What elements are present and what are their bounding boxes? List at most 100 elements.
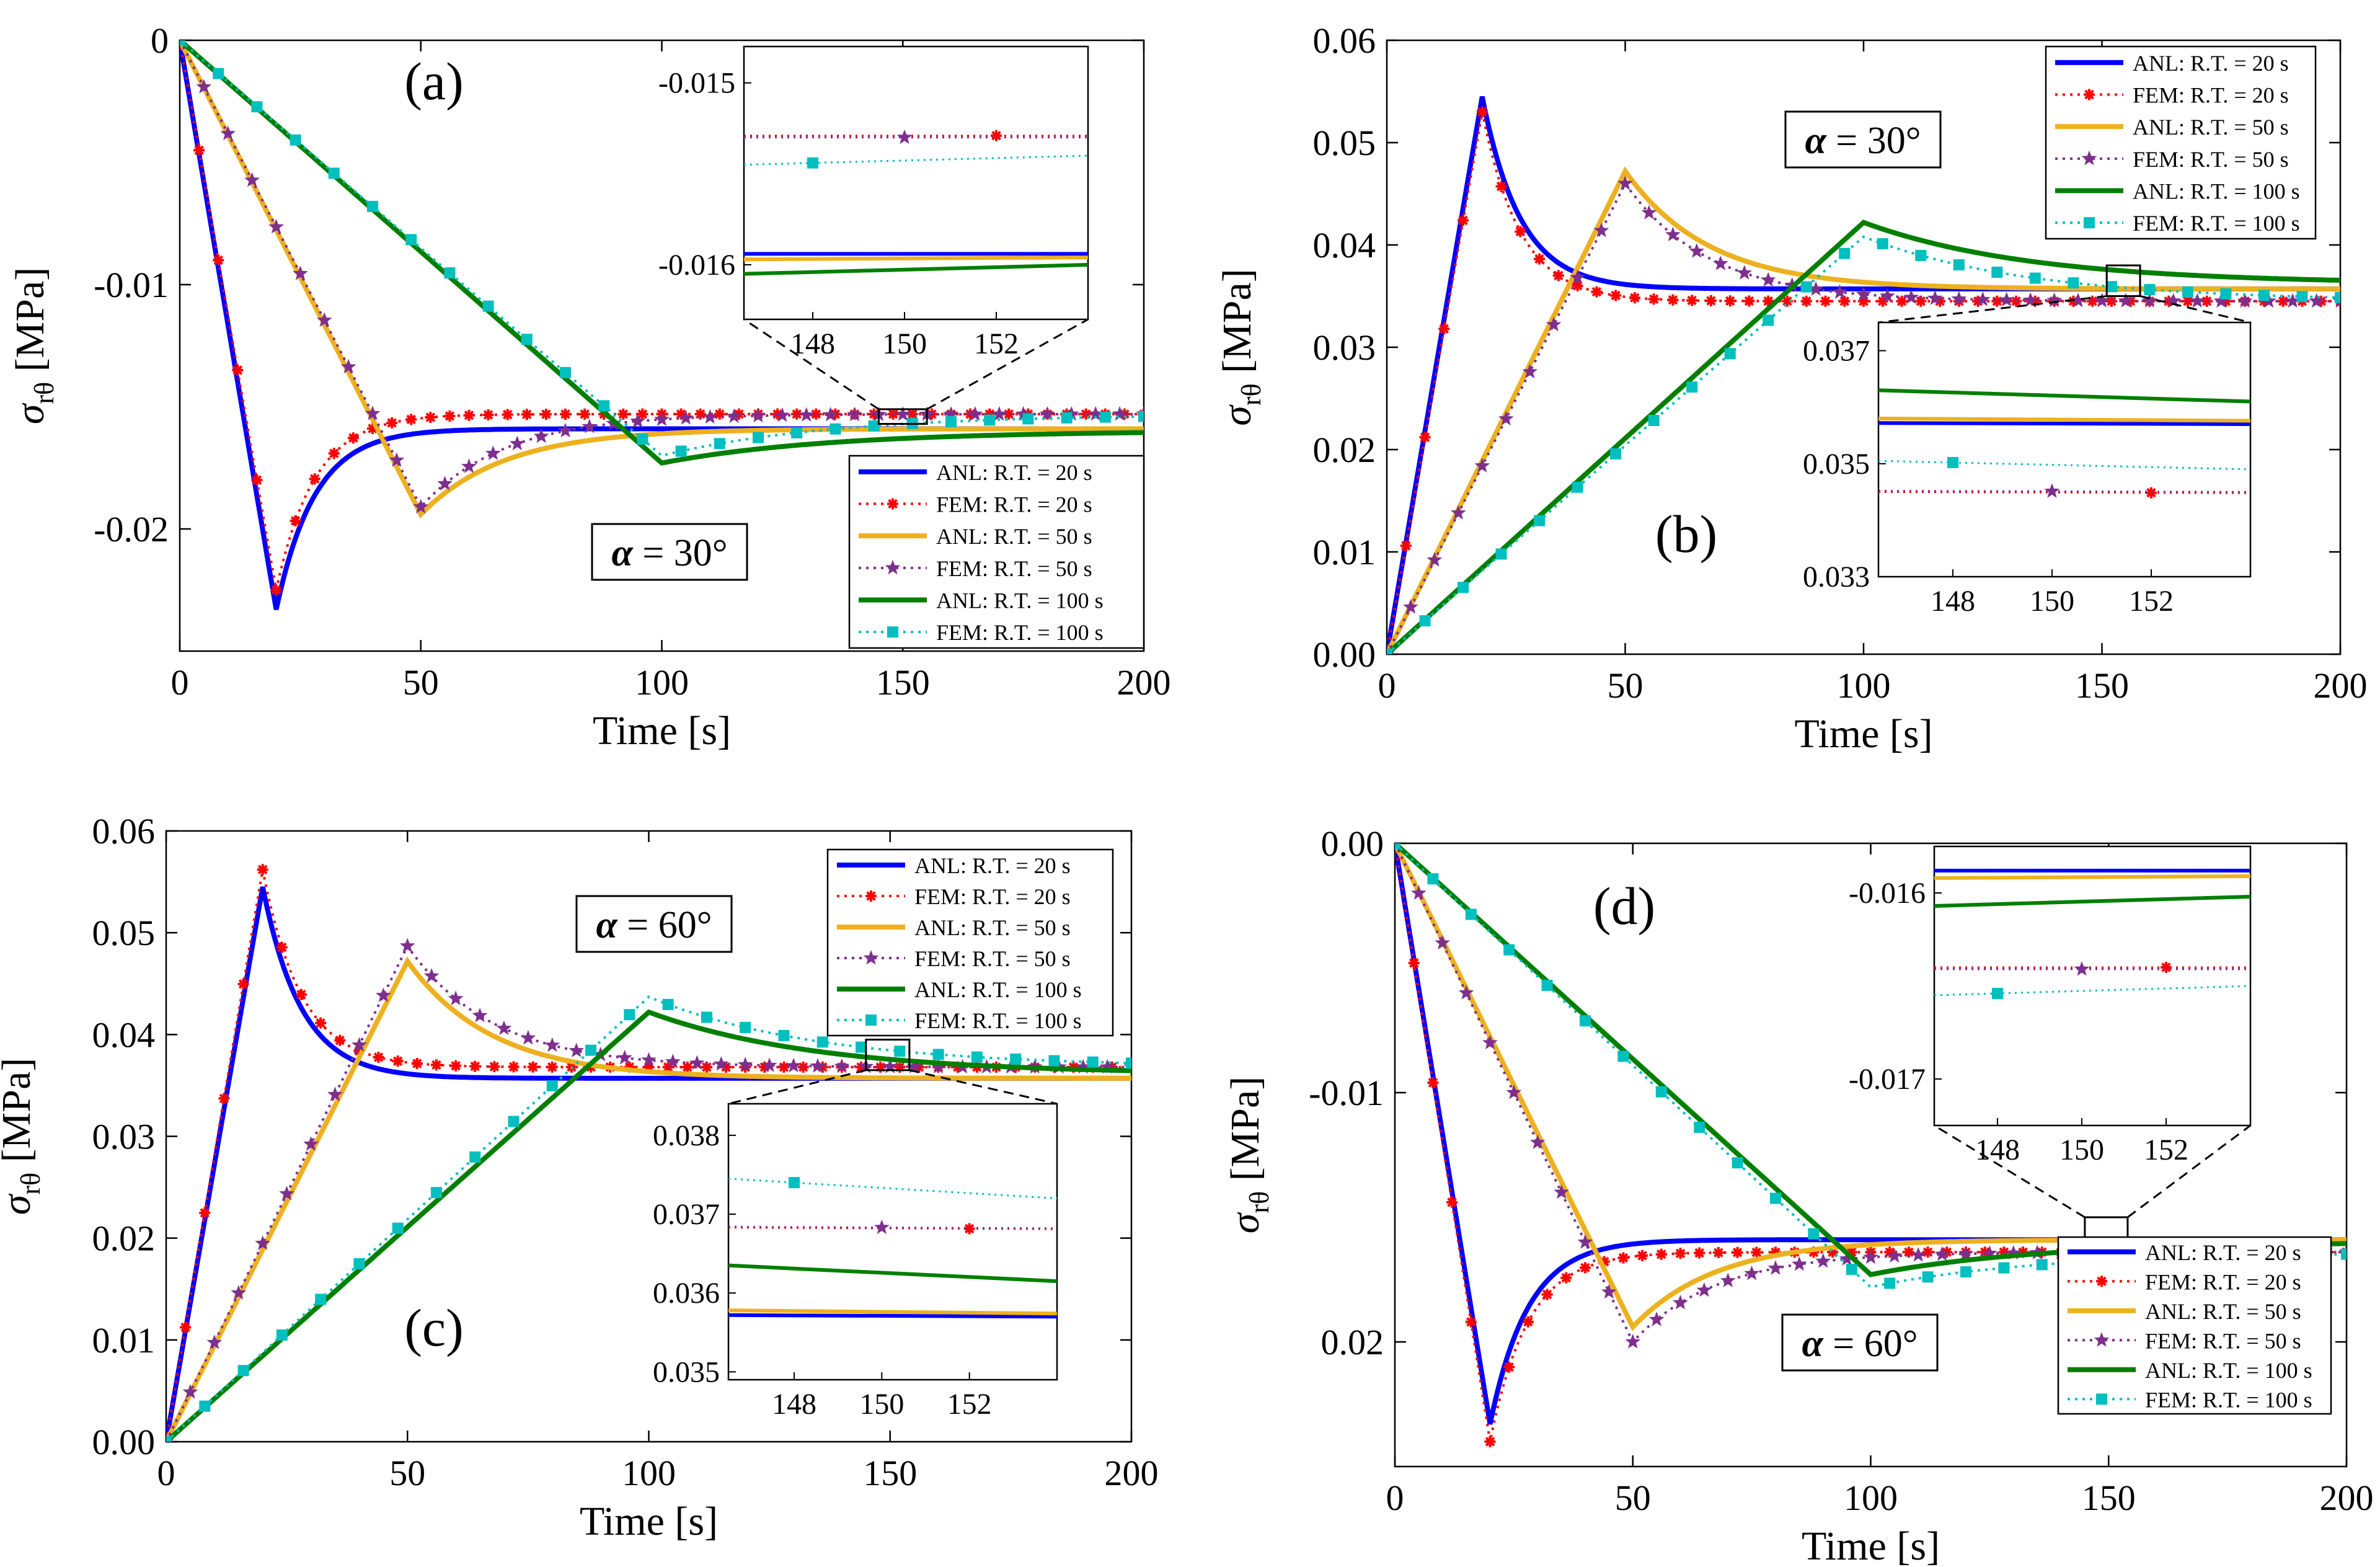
series-fem50-point [1458,985,1474,1000]
series-fem20-point [1694,1247,1705,1259]
zoom-box [877,408,928,425]
y-tick-label: 0.05 [92,913,156,953]
series-fem50-line [1387,181,2340,654]
legend-entry: ANL: R.T. = 20 s [2133,51,2289,76]
series-fem20-point [720,1061,732,1073]
series-fem50-point [1910,1247,1926,1262]
alpha-label: α = 60° [1802,1323,1918,1365]
series-fem100-line [180,40,1144,457]
series-fem20-line [1395,843,2347,1442]
series-fem50-point [2237,293,2253,308]
series-fem20-point [373,1052,384,1063]
series-anl50-line [166,956,1131,1442]
series-fem20-point [367,423,378,435]
series-fem20-point [1705,295,1717,306]
series-fem50-point [847,406,862,422]
series-fem20-point [1446,1196,1458,1208]
inset-fem50-point [2044,483,2060,498]
series-fem50-point [689,1055,705,1070]
series-fem20-point [1884,1246,1896,1258]
series-fem50-point [327,1086,343,1101]
series-fem100-point [1387,649,1392,654]
series-fem20-point [810,408,822,420]
y-axis-symbol: σ [1223,1212,1268,1233]
series-fem20-point [527,1061,539,1073]
inset-x-tick-label: 152 [974,327,1019,360]
series-fem50-point [2118,293,2134,308]
inset-connector-left [1934,1124,2086,1219]
series-fem20-point [1915,295,1927,307]
plot-area [1387,96,2340,654]
series-fem20-point [1522,1316,1534,1328]
inset-y-tick-label: 0.036 [653,1277,720,1310]
y-tick-label: 0.00 [1321,823,1384,864]
series-fem100-point [2036,1259,2048,1271]
legend-entry: FEM: R.T. = 50 s [2133,147,2289,172]
series-fem100-point [1617,1050,1629,1062]
series-fem50-point [182,1384,198,1399]
series-fem100-point [1846,1263,1857,1275]
series-fem20-point [1580,1262,1591,1274]
legend-entry: FEM: R.T. = 100 s [936,620,1104,645]
series-fem20-point [1763,295,1774,307]
series-fem20-point [1972,295,1984,307]
series-fem50-point [1577,1234,1593,1249]
y-axis-subscript: rθ [15,1173,46,1195]
series-fem100-point [1458,582,1469,593]
series-fem50-point [2285,293,2301,308]
series-fem20-point [913,1061,925,1073]
series-fem50-point [1975,291,1991,306]
series-fem50-point [244,172,260,187]
inset-box [1933,845,2252,1127]
series-fem50-point [2070,292,2086,308]
series-fem100-point [2182,286,2193,298]
series-fem50-point [882,1059,898,1073]
inset-anl50-line [1934,874,2251,880]
series-fem20-point [1800,295,1812,307]
inset-y-tick-label: -0.016 [658,249,735,282]
series-fem100-point [482,300,494,312]
series-fem50-point [1720,1272,1736,1287]
series-fem100-point [392,1222,404,1234]
legend-entry: ANL: R.T. = 50 s [2145,1299,2301,1324]
inset-y-tick-label: 0.037 [1803,335,1870,368]
series-fem100-point [1877,238,1888,250]
series-fem20-point [237,978,249,990]
series-fem50-point [1099,1059,1115,1074]
series-fem50-point [1427,552,1443,567]
series-fem50-point [1927,290,1943,305]
series-fem50-point [906,1059,922,1073]
series-fem50-point [1903,289,1919,304]
x-tick-label: 0 [171,662,189,703]
y-tick-label: 0.00 [1313,634,1376,675]
alpha-value: = 30° [633,532,728,574]
series-fem50-point [702,409,718,424]
series-fem100-point [2068,277,2079,289]
series-fem100-point [1724,348,1736,360]
series-fem100-point [1922,1271,1934,1283]
alpha-symbol: α [611,532,634,574]
series-fem20-point [759,1061,771,1073]
inset-y-tick-label: 0.038 [653,1119,720,1152]
series-fem100-point [662,998,674,1010]
inset-box [727,1103,1058,1381]
series-fem20-point [1991,295,2003,307]
series-fem100-point [829,423,841,435]
series-fem20-point [1743,295,1755,307]
panel-d: 0 50 100 150 200 0.00 -0.01 0.02 Time [s] σrθ [MP… [1223,823,2374,1567]
series-fem100-point [1572,481,1583,493]
y-axis-subscript: rθ [1236,383,1267,406]
series-fem100-point [637,433,648,445]
series-fem20-point [309,473,321,485]
series-fem20-point [1560,1272,1572,1284]
series-fem20-point [405,414,417,425]
y-axis-symbol: σ [7,402,53,424]
series-fem20-point [816,1061,828,1073]
series-fem20-point [386,417,398,428]
series-fem20-point [1712,1247,1724,1258]
series-fem20-point [199,1207,211,1219]
series-fem50-point [1815,1253,1831,1268]
series-fem100-point [816,1036,828,1048]
series-fem20-point [1552,270,1564,282]
series-fem20-point [1724,295,1736,307]
